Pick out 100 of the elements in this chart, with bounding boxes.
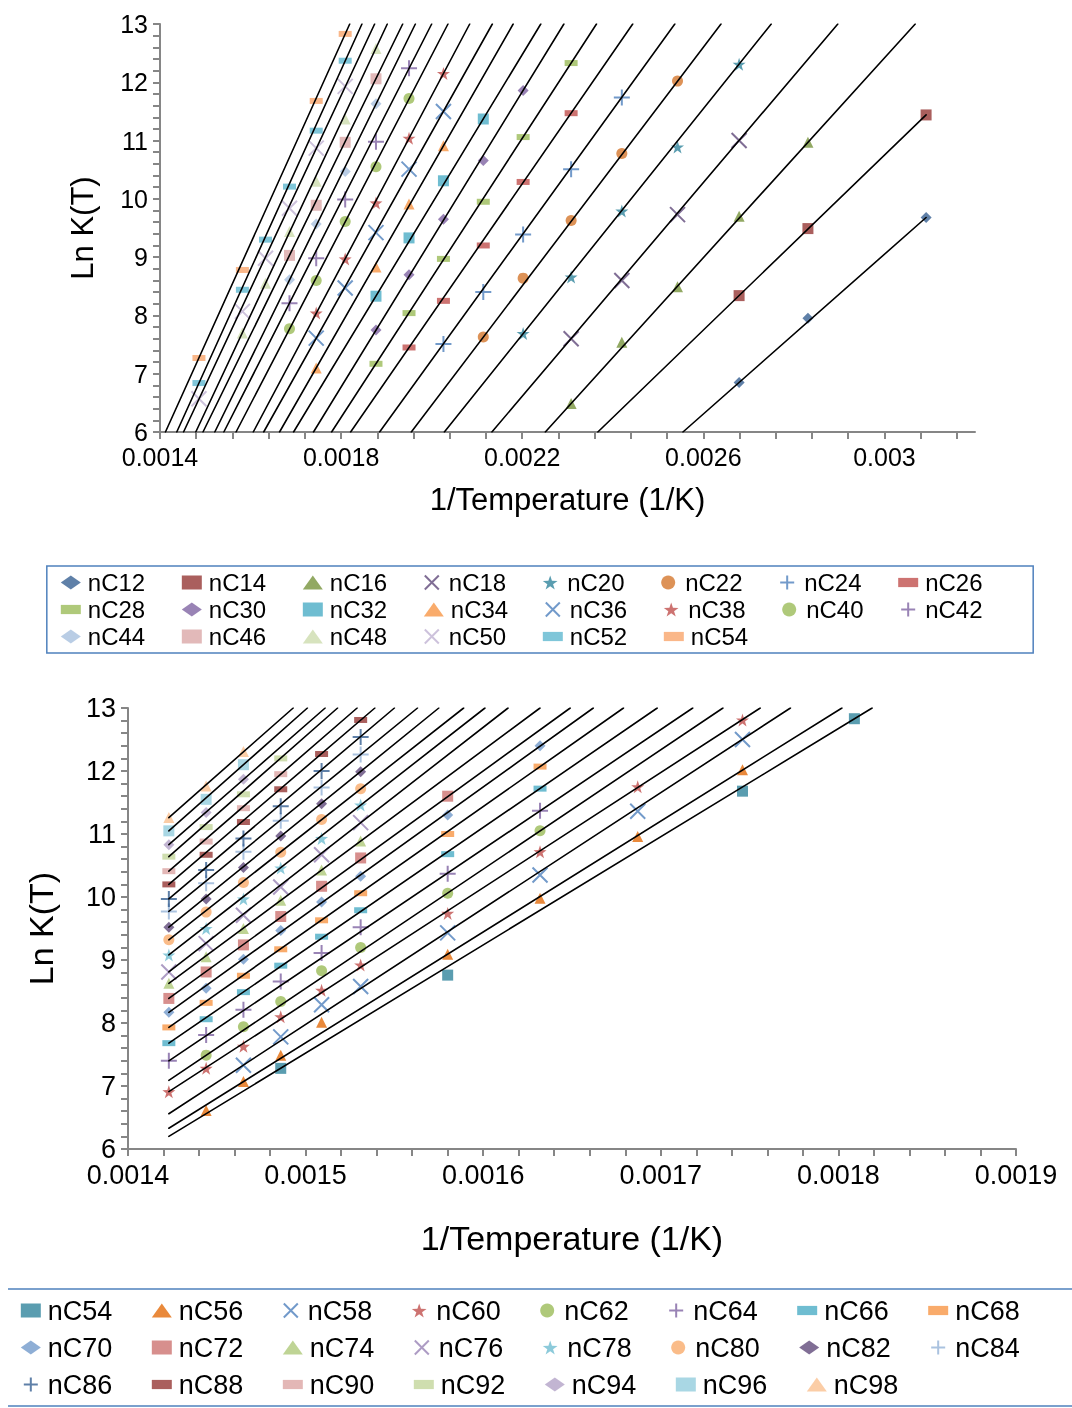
y-tick-label: 9: [134, 243, 148, 272]
legend-label: nC68: [955, 1295, 1020, 1326]
legend-label: nC90: [309, 1369, 375, 1400]
point: [612, 88, 631, 107]
point: [163, 812, 175, 824]
x-tick-label: 0.003: [853, 442, 916, 471]
point: [351, 727, 370, 746]
point: [351, 745, 370, 764]
y-tick-label: 10: [85, 882, 116, 912]
legend-label: nC64: [693, 1295, 758, 1326]
point: [434, 102, 452, 120]
point: [312, 944, 331, 963]
legend-label: nC72: [178, 1332, 244, 1363]
point: [307, 329, 325, 347]
point: [531, 801, 550, 820]
point: [316, 965, 328, 977]
point: [629, 802, 647, 820]
point: [442, 969, 454, 981]
legend-label: nC66: [824, 1295, 889, 1326]
point: [234, 906, 252, 924]
point: [234, 829, 253, 848]
x-tick-label: 0.0018: [797, 1159, 880, 1190]
point: [271, 811, 290, 830]
legend-label: nC96: [702, 1369, 768, 1400]
legend-label: nC88: [178, 1369, 244, 1400]
legend-label: nC52: [569, 623, 628, 650]
x-axis-title: 1/Temperature (1/K): [420, 1219, 724, 1257]
point: [160, 963, 178, 981]
point: [336, 190, 355, 209]
legend-label: nC86: [47, 1369, 113, 1400]
point: [233, 302, 251, 320]
legend-label: nC48: [329, 623, 388, 650]
point: [613, 271, 631, 289]
legend-label: nC84: [955, 1332, 1020, 1363]
legend-label: nC24: [804, 569, 862, 596]
point: [352, 814, 370, 832]
point: [313, 846, 331, 864]
legend-label: nC40: [806, 596, 864, 623]
legend-label: nC30: [208, 596, 267, 623]
legend-label: nC44: [87, 623, 146, 650]
legend-label: nC46: [208, 623, 267, 650]
point: [366, 132, 385, 151]
legend-label: nC34: [450, 596, 509, 623]
legend-label: nC70: [47, 1332, 113, 1363]
point: [234, 1000, 253, 1019]
legend-label: nC42: [925, 596, 983, 623]
point: [367, 224, 385, 242]
legend-label: nC28: [87, 596, 146, 623]
x-tick-label: 0.0017: [619, 1159, 703, 1190]
point: [730, 132, 748, 150]
x-tick-label: 0.0022: [483, 442, 561, 471]
legend-label: nC50: [448, 623, 507, 650]
x-tick-label: 0.0026: [665, 442, 742, 471]
point: [514, 225, 533, 244]
point: [307, 139, 325, 157]
legend-label: nC60: [436, 1295, 501, 1326]
legend-label: nC22: [685, 569, 743, 596]
point: [400, 59, 419, 78]
point: [197, 860, 216, 879]
legend-label: nC36: [569, 596, 628, 623]
legend-label: nC14: [208, 569, 267, 596]
legend-label: nC18: [448, 569, 507, 596]
point: [531, 866, 549, 884]
point: [234, 1056, 252, 1074]
legend-label: nC74: [309, 1332, 375, 1363]
legend-label: nC12: [87, 569, 146, 596]
y-tick-label: 9: [100, 945, 116, 975]
y-tick-label: 11: [122, 126, 148, 155]
legend-label: nC38: [688, 596, 746, 623]
legend-label: nC94: [571, 1369, 637, 1400]
legend-label: nC92: [440, 1369, 506, 1400]
point: [257, 249, 274, 267]
y-tick-label: 13: [85, 693, 116, 723]
y-tick-label: 11: [87, 819, 116, 849]
point: [280, 199, 298, 217]
point: [197, 935, 215, 953]
point: [272, 1028, 290, 1046]
x-tick-label: 0.0019: [974, 1159, 1058, 1190]
point: [351, 918, 370, 937]
point: [439, 924, 457, 942]
x-tick-label: 0.0016: [441, 1159, 525, 1190]
y-tick-label: 7: [134, 359, 148, 388]
point: [272, 878, 290, 896]
point: [163, 977, 175, 989]
point: [280, 294, 299, 313]
point: [312, 778, 331, 797]
y-tick-label: 10: [120, 184, 148, 213]
point: [313, 996, 331, 1014]
point: [271, 797, 290, 816]
legend-label: nC56: [178, 1295, 244, 1326]
point: [669, 206, 687, 224]
point: [312, 762, 331, 780]
point: [562, 160, 581, 179]
y-tick-label: 8: [100, 1008, 116, 1038]
point: [310, 175, 322, 187]
point: [159, 889, 178, 908]
point: [734, 731, 751, 748]
y-tick-label: 12: [120, 68, 148, 97]
point: [474, 283, 493, 302]
y-axis-title: Ln K(T): [22, 871, 60, 986]
